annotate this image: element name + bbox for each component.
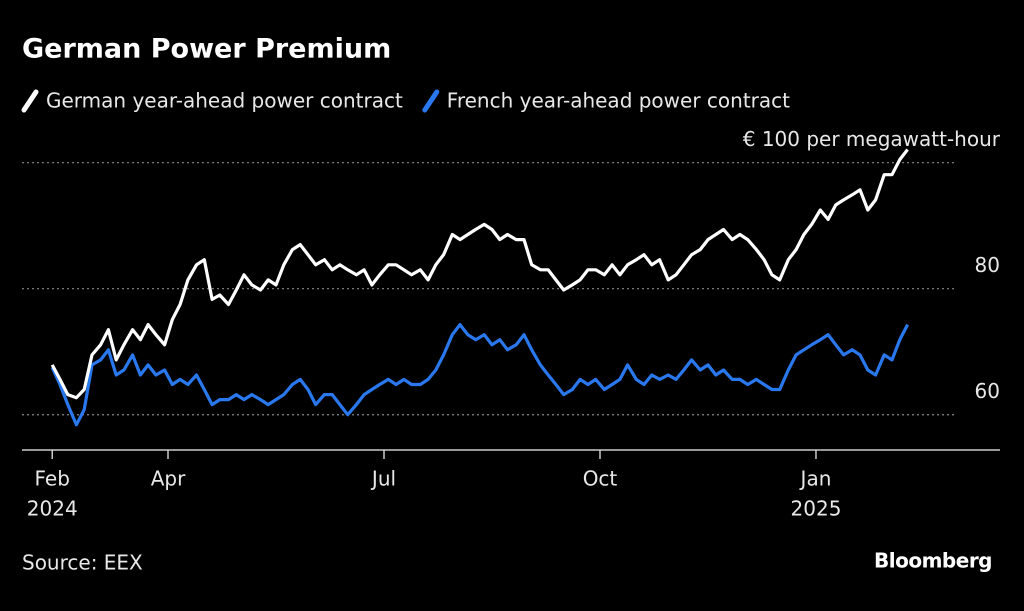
legend-label: German year-ahead power contract [46, 89, 403, 113]
y-tick-label: € 100 per megawatt-hour [743, 127, 1001, 151]
chart-title: German Power Premium [22, 34, 391, 65]
x-tick-label: Oct [583, 467, 618, 491]
x-tick-label: 2025 [791, 497, 842, 521]
x-tick-label: Jul [370, 467, 396, 491]
legend-swatch [21, 89, 39, 113]
source: Source: EEX [22, 551, 143, 575]
x-tick-label: Jan [799, 467, 832, 491]
x-tick-label: Apr [151, 467, 186, 491]
x-tick-label: 2024 [27, 497, 78, 521]
y-tick-label: 80 [975, 253, 1000, 277]
legend-label: French year-ahead power contract [447, 89, 790, 113]
series-line [50, 148, 909, 400]
series-line [50, 323, 910, 427]
y-tick-label: 60 [975, 379, 1000, 403]
x-tick-label: Feb [35, 467, 70, 491]
brand: Bloomberg [874, 549, 992, 573]
legend-swatch [422, 89, 440, 113]
